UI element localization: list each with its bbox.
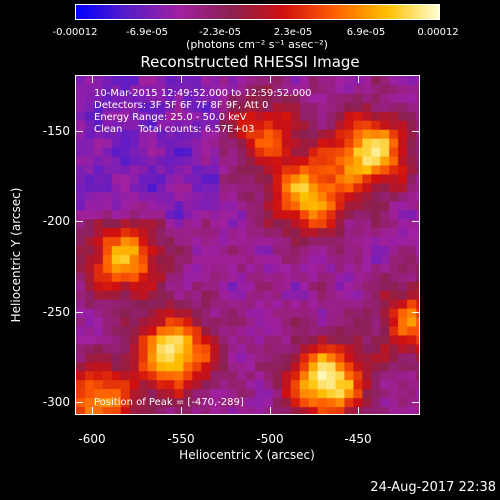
x-tick-mark [181,407,182,415]
x-tick-mark [358,75,359,83]
y-tick-mark [412,312,420,313]
plot-area: 10-Mar-2015 12:49:52.000 to 12:59:52.000… [75,75,420,415]
info-time-range: 10-Mar-2015 12:49:52.000 to 12:59:52.000 [94,88,312,99]
peak-position-label: Position of Peak = [-470,-289] [94,397,244,408]
y-tick-mark [412,131,420,132]
y-axis-label: Heliocentric Y (arcsec) [9,187,23,323]
x-tick-label: -500 [256,432,284,446]
y-tick-mark [412,221,420,222]
x-axis-label: Heliocentric X (arcsec) [179,448,315,462]
x-tick-mark [358,407,359,415]
y-tick-mark [75,131,83,132]
y-tick-label: -250 [42,305,70,319]
y-tick-mark [75,312,83,313]
colorbar-tick-label: 6.9e-05 [346,27,386,38]
heatmap-canvas [76,76,419,414]
x-tick-mark [270,407,271,415]
y-tick-label: -150 [42,124,70,138]
observation-info: 10-Mar-2015 12:49:52.000 to 12:59:52.000… [94,88,312,136]
colorbar-tick-label: -2.3e-05 [199,27,241,38]
colorbar-tick-label: 2.3e-05 [273,27,313,38]
x-tick-mark [270,75,271,83]
timestamp: 24-Aug-2017 22:38 [370,480,496,495]
colorbar-tick-label: -6.9e-05 [126,27,168,38]
y-tick-label: -200 [42,214,70,228]
y-tick-mark [75,402,83,403]
x-tick-mark [92,407,93,415]
colorbar [75,4,440,20]
x-tick-label: -600 [78,432,106,446]
x-tick-label: -550 [167,432,195,446]
info-clean-counts: Clean Total counts: 6.57E+03 [94,124,255,135]
x-tick-mark [181,75,182,83]
colorbar-unit-label: (photons cm⁻² s⁻¹ asec⁻²) [186,38,328,51]
info-energy-range: Energy Range: 25.0 - 50.0 keV [94,112,247,123]
colorbar-tick-label: 0.00012 [417,27,459,38]
chart-title: Reconstructed RHESSI Image [140,53,360,71]
y-tick-mark [75,221,83,222]
info-detectors: Detectors: 3F 5F 6F 7F 8F 9F, Att 0 [94,100,269,111]
y-tick-mark [412,402,420,403]
colorbar-tick-label: -0.00012 [52,27,98,38]
x-tick-mark [92,75,93,83]
x-tick-label: -450 [344,432,372,446]
y-tick-label: -300 [42,395,70,409]
